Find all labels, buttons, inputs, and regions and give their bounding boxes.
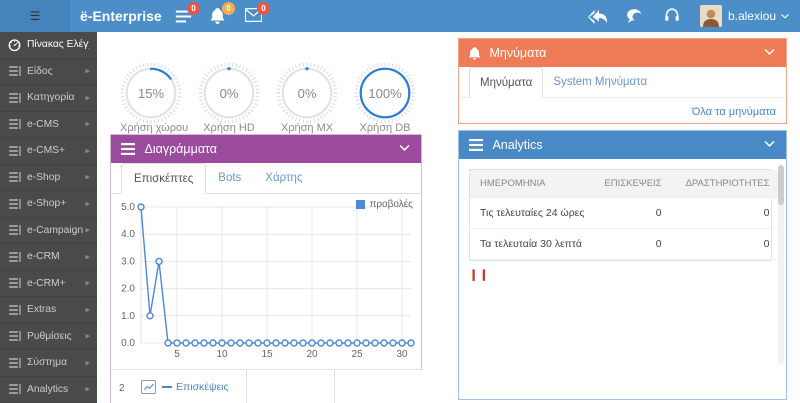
svg-text:1.0: 1.0 [121,311,135,322]
svg-text:10: 10 [216,349,228,360]
svg-text:15: 15 [261,349,273,360]
svg-text:0.0: 0.0 [121,338,135,349]
svg-text:20: 20 [306,349,318,360]
svg-text:25: 25 [351,349,363,360]
svg-text:2.0: 2.0 [121,284,135,295]
svg-text:30: 30 [396,349,408,360]
svg-text:4.0: 4.0 [121,229,135,240]
svg-text:5.0: 5.0 [121,202,135,213]
svg-text:5: 5 [174,349,180,360]
svg-text:3.0: 3.0 [121,256,135,267]
